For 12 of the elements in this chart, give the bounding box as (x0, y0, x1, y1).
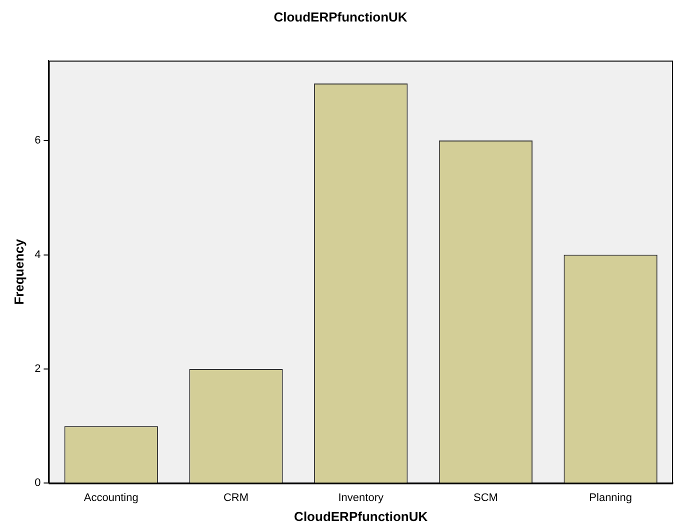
x-tick-label: Inventory (338, 492, 384, 504)
chart-title: CloudERPfunctionUK (274, 9, 408, 24)
y-tick-label: 2 (34, 363, 41, 376)
x-tick-label: SCM (473, 492, 498, 504)
y-tick-label: 0 (34, 477, 41, 490)
x-tick-label: Planning (589, 492, 632, 504)
y-axis-title: Frequency (11, 238, 26, 305)
y-tick-label: 6 (34, 134, 41, 147)
x-tick-label: CRM (223, 492, 249, 504)
y-tick-label: 4 (34, 248, 41, 261)
x-axis-title: CloudERPfunctionUK (294, 508, 428, 524)
x-tick-label: Accounting (84, 492, 138, 504)
